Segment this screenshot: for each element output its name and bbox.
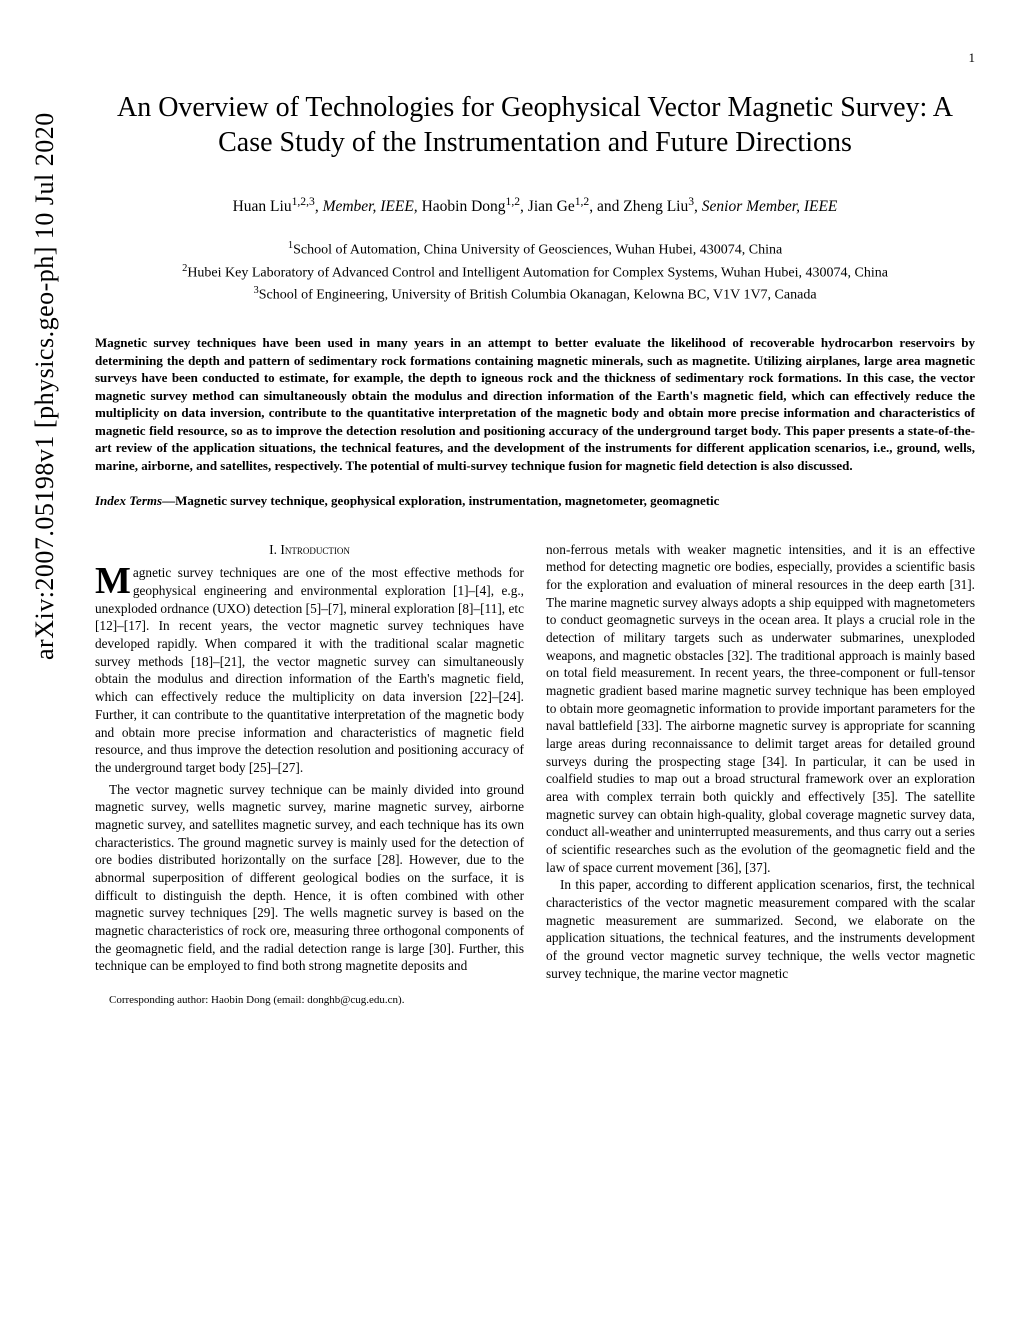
section-heading-introduction: I. Introduction: [95, 541, 524, 559]
affiliations: 1School of Automation, China University …: [95, 238, 975, 306]
affiliation-3: 3School of Engineering, University of Br…: [95, 283, 975, 306]
affiliation-2: 2Hubei Key Laboratory of Advanced Contro…: [95, 261, 975, 284]
dropcap-letter: M: [95, 564, 133, 596]
paper-title: An Overview of Technologies for Geophysi…: [95, 90, 975, 160]
column-left: I. Introduction Magnetic survey techniqu…: [95, 541, 524, 1019]
arxiv-stamp: arXiv:2007.05198v1 [physics.geo-ph] 10 J…: [30, 112, 60, 660]
intro-paragraph-1-text: agnetic survey techniques are one of the…: [95, 565, 524, 774]
intro-paragraph-2: The vector magnetic survey technique can…: [95, 781, 524, 975]
two-column-body: I. Introduction Magnetic survey techniqu…: [95, 541, 975, 1019]
intro-paragraph-3: In this paper, according to different ap…: [546, 876, 975, 982]
paper-content: An Overview of Technologies for Geophysi…: [95, 50, 975, 1019]
page: 1 arXiv:2007.05198v1 [physics.geo-ph] 10…: [0, 0, 1020, 1320]
affiliation-1: 1School of Automation, China University …: [95, 238, 975, 261]
author-list: Huan Liu1,2,3, Member, IEEE, Haobin Dong…: [95, 195, 975, 216]
index-terms-text: —Magnetic survey technique, geophysical …: [162, 493, 719, 508]
abstract: Magnetic survey techniques have been use…: [95, 334, 975, 474]
column-right: non-ferrous metals with weaker magnetic …: [546, 541, 975, 1019]
corresponding-author-note: Corresponding author: Haobin Dong (email…: [95, 993, 524, 1008]
index-terms: Index Terms—Magnetic survey technique, g…: [95, 493, 975, 509]
intro-paragraph-2-continued: non-ferrous metals with weaker magnetic …: [546, 541, 975, 877]
intro-paragraph-1: Magnetic survey techniques are one of th…: [95, 564, 524, 776]
index-terms-label: Index Terms: [95, 493, 162, 508]
